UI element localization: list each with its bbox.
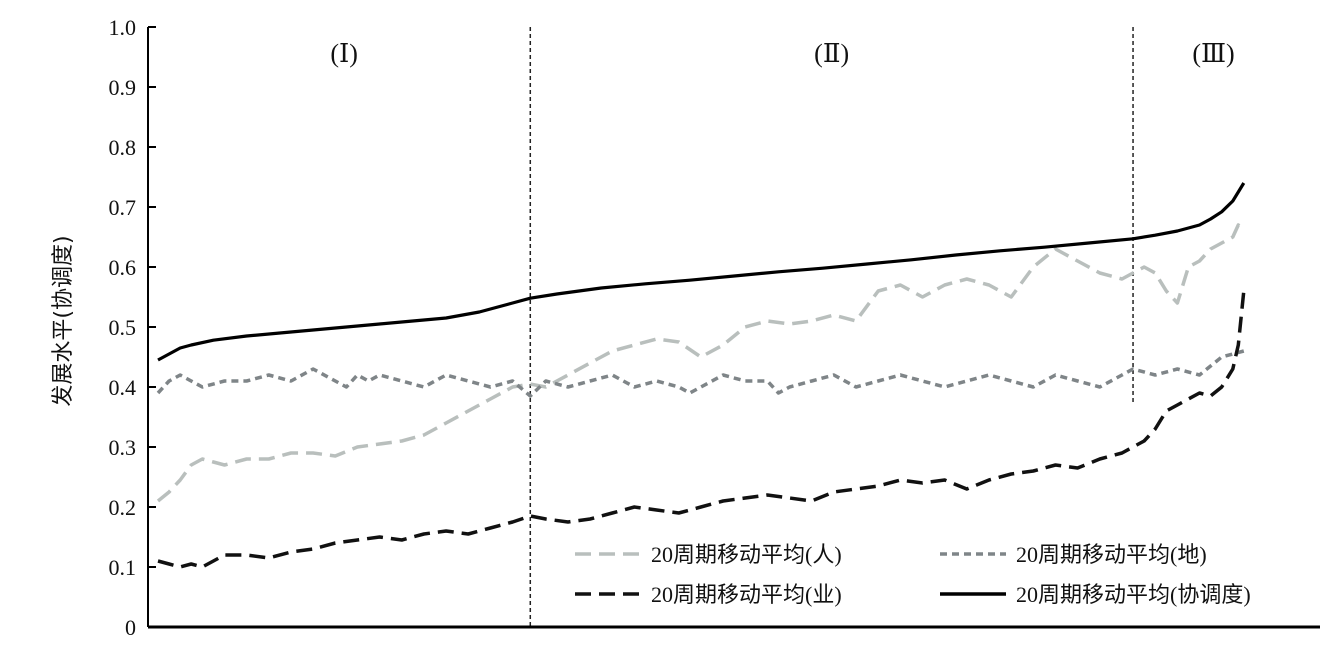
legend-label-2: 20周期移动平均(业) (651, 582, 842, 607)
region-label: (Ⅰ) (330, 39, 358, 68)
axes: 0 0.1 0.2 0.3 0.4 0.5 0.6 0.7 0.8 0.9 1.0 发展水平(协调度) (51, 15, 1320, 640)
y-tick-label: 0 (125, 615, 136, 640)
y-tick-label: 0.8 (109, 135, 137, 160)
y-tick-label: 1.0 (109, 15, 137, 40)
legend-label-3: 20周期移动平均(协调度) (1016, 582, 1251, 607)
y-tick-label: 0.7 (109, 195, 137, 220)
series-line-3 (157, 182, 1246, 362)
region-label: (Ⅲ) (1192, 39, 1234, 68)
region-label: (Ⅱ) (814, 39, 849, 68)
series-line-2 (157, 290, 1246, 569)
y-tick-label: 0.9 (109, 75, 137, 100)
legend-label-0: 20周期移动平均(人) (651, 542, 842, 567)
y-tick-label: 0.6 (109, 255, 137, 280)
plot-area: (Ⅰ) (Ⅱ) (Ⅲ) (156, 27, 1246, 627)
series-line-1 (156, 349, 1245, 398)
y-tick-label: 0.3 (109, 435, 137, 460)
legend-label-1: 20周期移动平均(地) (1016, 542, 1207, 567)
y-tick-label: 0.1 (109, 555, 137, 580)
y-tick-label: 0.5 (109, 315, 137, 340)
y-axis-label: 发展水平(协调度) (51, 235, 76, 406)
legend: 20周期移动平均(人) 20周期移动平均(地) 20周期移动平均(业) 20周期移动平… (575, 542, 1251, 607)
series-line-0 (156, 223, 1246, 503)
y-tick-label: 0.2 (109, 495, 137, 520)
y-tick-label: 0.4 (109, 375, 137, 400)
